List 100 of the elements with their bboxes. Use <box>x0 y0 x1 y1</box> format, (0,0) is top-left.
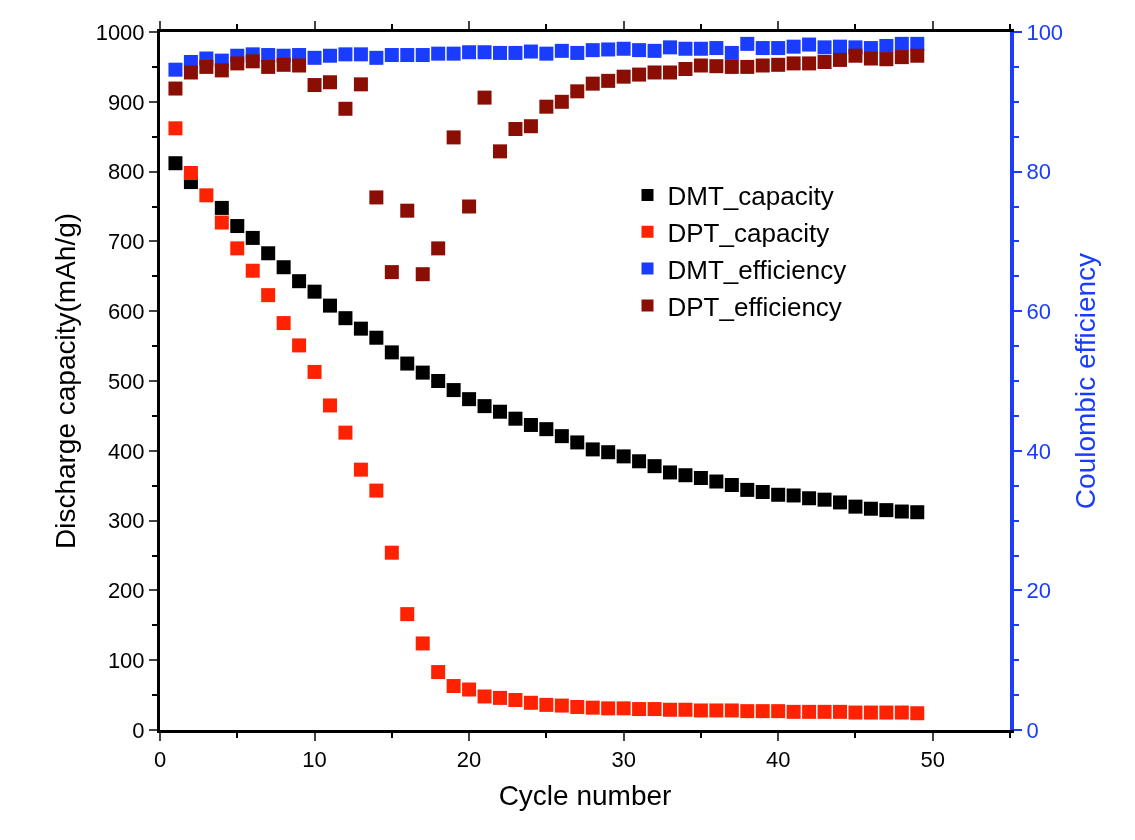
point <box>848 499 863 514</box>
point <box>183 166 198 180</box>
y2-tick-label: 80 <box>1026 159 1051 185</box>
y-tick-label: 900 <box>107 89 145 115</box>
point <box>353 462 368 477</box>
point <box>245 263 260 278</box>
point <box>493 404 507 419</box>
point <box>477 90 492 105</box>
point <box>168 81 183 96</box>
point <box>493 45 507 60</box>
point <box>323 75 337 90</box>
point <box>632 454 647 469</box>
point <box>724 478 739 492</box>
point <box>724 59 739 74</box>
point <box>276 57 291 72</box>
point <box>168 62 183 77</box>
legend-label: DPT_capacity <box>667 217 830 248</box>
point <box>508 692 523 707</box>
point <box>400 356 415 371</box>
point <box>230 56 245 71</box>
point <box>771 41 786 56</box>
point <box>523 417 538 432</box>
point <box>833 704 847 719</box>
point <box>338 101 353 116</box>
point <box>755 58 770 73</box>
y2-tick-label: 100 <box>1026 19 1064 45</box>
point <box>554 698 569 713</box>
y-tick-label: 500 <box>107 368 145 394</box>
point <box>601 73 616 88</box>
y-tick-label: 100 <box>107 647 145 673</box>
point <box>539 99 554 114</box>
point <box>353 77 368 92</box>
point <box>168 121 183 136</box>
point <box>230 219 245 234</box>
point <box>879 705 894 720</box>
point <box>786 56 801 71</box>
point <box>230 241 245 256</box>
point <box>539 697 554 712</box>
point <box>848 48 863 63</box>
point <box>415 636 430 651</box>
point <box>183 65 198 80</box>
point <box>323 298 337 313</box>
point <box>384 265 399 280</box>
point <box>493 690 507 705</box>
point <box>802 491 817 506</box>
x-axis-title: Cycle number <box>498 779 672 811</box>
point <box>384 48 399 63</box>
point <box>307 78 322 93</box>
point <box>307 284 322 299</box>
point <box>910 706 925 721</box>
point <box>678 61 693 76</box>
point <box>740 36 755 51</box>
point <box>431 374 446 388</box>
legend-label: DPT_efficiency <box>667 291 842 322</box>
x-tick-label: 50 <box>920 747 945 773</box>
point <box>678 468 693 483</box>
point <box>863 51 878 66</box>
y-axis-title: Discharge capacity(mAh/g) <box>50 212 82 550</box>
point <box>214 63 229 78</box>
point <box>539 422 554 437</box>
point <box>585 43 600 58</box>
point <box>369 190 384 205</box>
point <box>802 704 817 719</box>
point <box>523 44 538 59</box>
point <box>570 84 585 99</box>
point <box>292 58 307 73</box>
point <box>585 700 600 715</box>
point <box>910 505 925 520</box>
point <box>384 345 399 360</box>
point <box>261 246 276 261</box>
point <box>400 607 415 622</box>
point <box>276 260 291 275</box>
point <box>786 704 801 719</box>
point <box>384 545 399 560</box>
point <box>446 679 461 694</box>
point <box>647 65 662 80</box>
y-tick-label: 400 <box>107 438 145 464</box>
point <box>663 40 677 55</box>
point <box>740 704 755 719</box>
point <box>323 398 337 413</box>
point <box>817 704 832 719</box>
point <box>431 665 446 680</box>
point <box>338 311 353 326</box>
point <box>724 45 739 60</box>
point <box>353 321 368 336</box>
y-tick-label: 0 <box>132 717 145 743</box>
point <box>307 50 322 65</box>
y-tick-label: 1000 <box>95 19 145 45</box>
point <box>693 58 708 73</box>
point <box>400 203 415 218</box>
point <box>462 682 477 697</box>
point <box>632 702 647 717</box>
point <box>755 41 770 56</box>
point <box>554 43 569 58</box>
point <box>245 230 260 245</box>
point <box>833 52 847 67</box>
point <box>755 704 770 719</box>
point <box>833 495 847 510</box>
point <box>477 45 492 60</box>
point <box>446 383 461 398</box>
